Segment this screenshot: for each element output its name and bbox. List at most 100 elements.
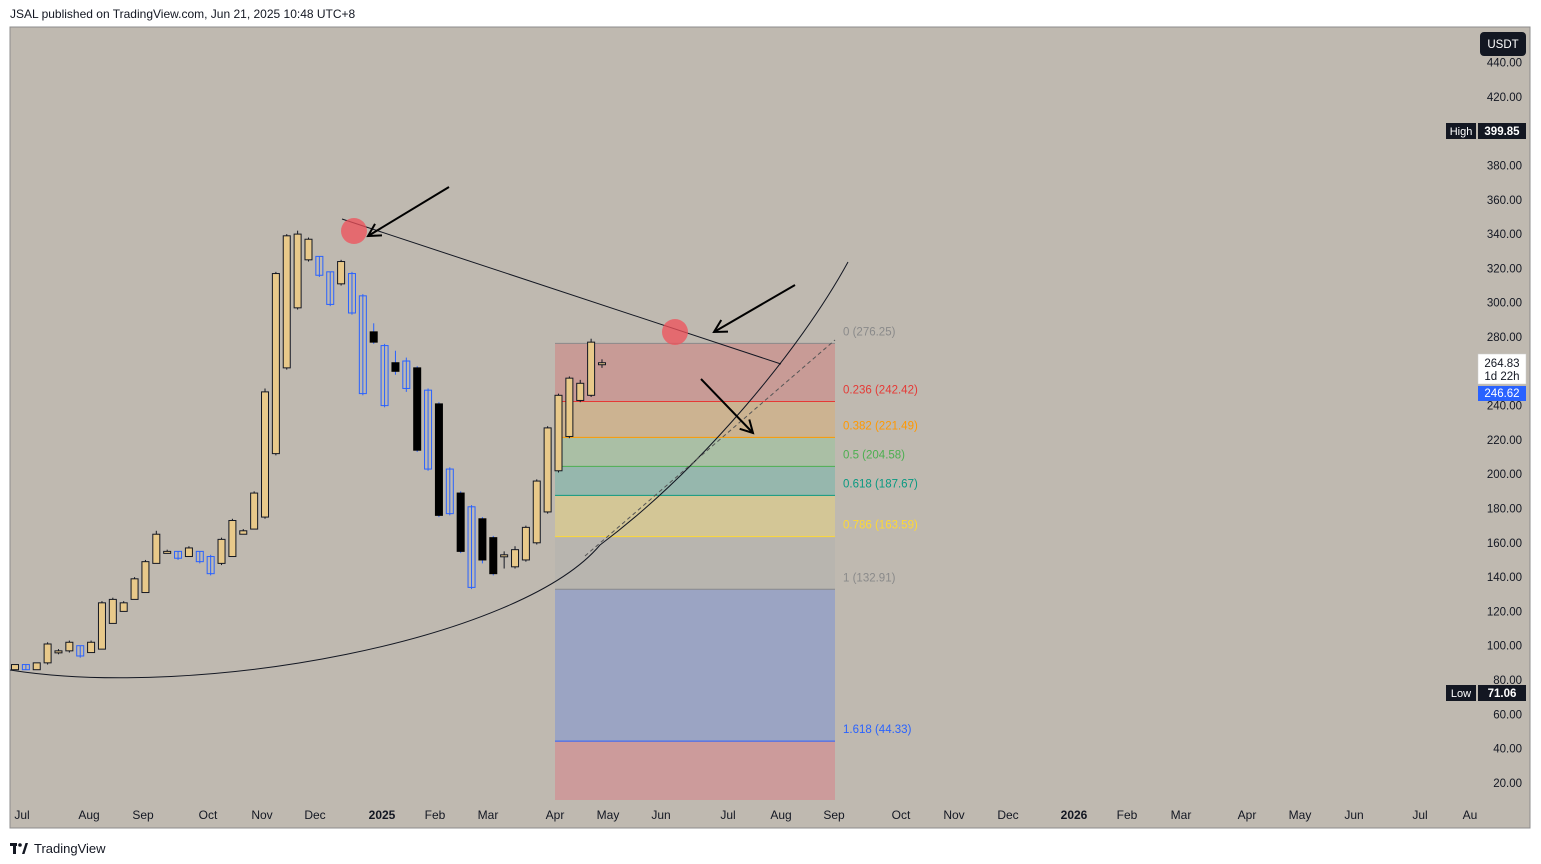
x-axis-tick-label: Jul — [1412, 808, 1427, 822]
candle-body — [511, 549, 520, 568]
y-axis-tick-label: 320.00 — [1487, 263, 1522, 275]
candle — [43, 642, 52, 665]
candle-body — [11, 664, 19, 671]
footer-brand[interactable]: TradingView — [10, 841, 106, 856]
candle-body — [478, 518, 487, 561]
candle-body — [119, 602, 128, 612]
candle-body — [597, 362, 606, 366]
candle — [445, 467, 454, 516]
candle — [554, 393, 563, 473]
y-axis-tick-label: 60.00 — [1493, 709, 1522, 721]
x-axis-tick-label: Mar — [1171, 808, 1192, 822]
candle — [434, 402, 443, 518]
last-price-value: 264.83 — [1484, 358, 1519, 370]
y-axis-tick-label: 80.00 — [1493, 675, 1522, 687]
candle — [21, 664, 30, 671]
candle — [326, 271, 335, 307]
x-axis-tick-label: Sep — [823, 808, 845, 822]
candle — [250, 491, 259, 530]
candle — [489, 535, 498, 576]
candle — [587, 338, 596, 398]
x-axis-tick-label: Mar — [478, 808, 499, 822]
candle-body — [391, 362, 400, 372]
candle — [500, 551, 509, 569]
candle — [467, 505, 476, 590]
candle-body — [87, 641, 96, 654]
x-axis-tick-label: Oct — [199, 808, 218, 822]
candle — [424, 388, 433, 471]
candle-body — [500, 554, 509, 558]
candle — [304, 237, 313, 262]
candle — [315, 255, 324, 277]
fib-level-label: 1.618 (44.33) — [843, 724, 912, 736]
candle-body — [250, 492, 259, 530]
candle — [293, 230, 302, 310]
candle-body — [293, 233, 302, 309]
candle — [217, 537, 226, 566]
x-axis-tick-label: 2025 — [369, 808, 396, 822]
candle-body — [65, 641, 74, 652]
candle — [119, 601, 128, 612]
candle — [456, 491, 465, 554]
candle — [11, 664, 19, 671]
fib-level-label: 0.5 (204.58) — [843, 449, 905, 461]
candle-body — [315, 255, 324, 276]
fib-diagonal-line — [584, 339, 836, 557]
candle-body — [358, 295, 367, 395]
tradingview-logo-icon — [10, 842, 28, 854]
x-axis-tick-label: Apr — [546, 808, 565, 822]
candle-body — [347, 273, 356, 314]
x-axis-tick-label: Aug — [770, 808, 791, 822]
candle-body — [21, 664, 30, 671]
y-axis-tick-label: 40.00 — [1493, 744, 1522, 756]
candle — [532, 479, 541, 545]
fib-level-label: 0.236 (242.42) — [843, 384, 918, 396]
candle — [87, 640, 96, 654]
x-axis-tick-label: Apr — [1238, 808, 1257, 822]
low-badge-value: 71.06 — [1488, 688, 1517, 700]
low-badge-label: Low — [1451, 688, 1471, 700]
high-badge-value: 399.85 — [1484, 126, 1520, 138]
fib-level-label: 0 (276.25) — [843, 326, 896, 338]
candle — [347, 271, 356, 315]
candle-body — [337, 261, 346, 285]
fib-zone — [555, 589, 835, 742]
candle-body — [402, 360, 411, 389]
candle-body — [271, 273, 280, 455]
annotation-arrow-head — [739, 419, 755, 435]
annotation-arrow — [367, 186, 450, 237]
candle-body — [445, 468, 454, 515]
candle — [54, 649, 63, 655]
y-axis-tick-label: 120.00 — [1487, 606, 1522, 618]
candle — [576, 379, 585, 403]
marker-price-value: 246.62 — [1484, 388, 1519, 400]
parabolic-curve — [9, 261, 849, 679]
candle-body — [304, 238, 313, 261]
candle — [565, 376, 574, 439]
x-axis-tick-label: May — [1289, 808, 1312, 822]
top-marker-circle — [341, 218, 367, 244]
candle-body — [554, 394, 563, 472]
candle-body — [76, 645, 85, 657]
high-badge-label: High — [1450, 126, 1473, 138]
fib-zone — [555, 343, 835, 402]
y-axis-tick-label: 220.00 — [1487, 435, 1522, 447]
candle-body — [565, 377, 574, 437]
footer-brand-label: TradingView — [34, 841, 106, 856]
candle — [391, 350, 400, 375]
annotation-arrow-head — [366, 223, 383, 238]
x-axis-tick-label: Dec — [997, 808, 1018, 822]
y-axis-tick-label: 380.00 — [1487, 161, 1522, 173]
y-axis-tick-label: 300.00 — [1487, 298, 1522, 310]
candle — [597, 359, 606, 368]
candle — [184, 546, 193, 558]
candle — [174, 550, 183, 560]
candle — [369, 323, 378, 344]
fib-level-label: 1 (132.91) — [843, 572, 896, 584]
candle-body — [239, 530, 248, 535]
y-axis-tick-label: 180.00 — [1487, 504, 1522, 516]
x-axis-tick-label: Au — [1463, 808, 1478, 822]
candle — [163, 549, 172, 554]
fib-level-label: 0.618 (187.67) — [843, 478, 918, 490]
